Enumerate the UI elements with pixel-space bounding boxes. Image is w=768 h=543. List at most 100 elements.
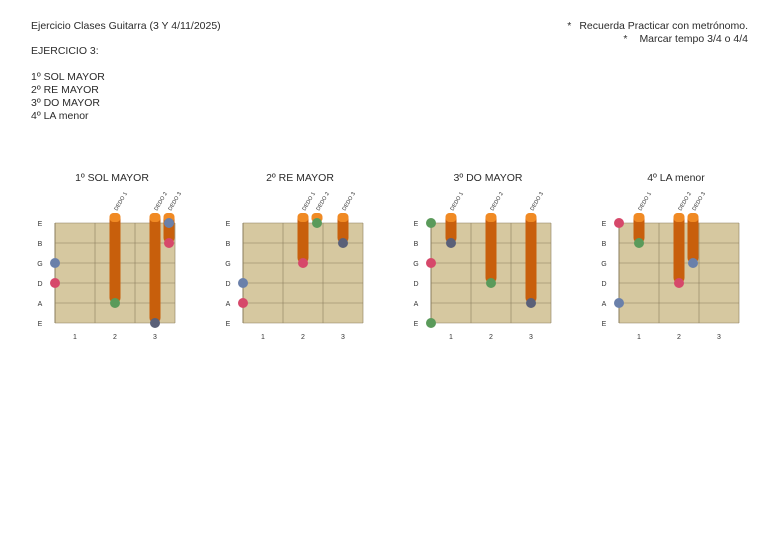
string-label: E xyxy=(226,221,231,228)
exercise-item: 3º DO MAYOR xyxy=(31,97,100,109)
finger-bar xyxy=(109,213,121,303)
chord-diagram-do-mayor: 3º DO MAYOR E B G D A E 1 2 3 DEDO 1 DEDO 2 DEDO 3 xyxy=(398,168,578,348)
finger-tip xyxy=(525,213,537,222)
open-string-dot xyxy=(426,218,436,228)
finger-tip xyxy=(149,213,161,222)
fret-number: 1 xyxy=(73,334,77,341)
string-label: B xyxy=(414,241,419,248)
finger-dot xyxy=(674,278,684,288)
string-label: G xyxy=(37,261,42,268)
finger-dot xyxy=(164,218,174,228)
string-label: A xyxy=(226,301,231,308)
string-label: B xyxy=(226,241,231,248)
finger-label: DEDO 1 xyxy=(450,191,465,212)
string-label: B xyxy=(38,241,43,248)
string-label: E xyxy=(602,321,607,328)
finger-bar xyxy=(297,213,309,263)
finger-label: DEDO 3 xyxy=(692,191,707,212)
page-title: Ejercicio Clases Guitarra (3 Y 4/11/2025… xyxy=(31,20,221,32)
string-label: G xyxy=(413,261,418,268)
finger-dot xyxy=(312,218,322,228)
fret-number: 3 xyxy=(153,334,157,341)
fret-number: 3 xyxy=(529,334,533,341)
note-metronome: * Recuerda Practicar con metrónomo. xyxy=(567,20,748,33)
finger-tip xyxy=(485,213,497,222)
chord-title: 1º SOL MAYOR xyxy=(75,172,149,184)
header-left: Ejercicio Clases Guitarra (3 Y 4/11/2025… xyxy=(31,20,221,123)
finger-label: DEDO 3 xyxy=(342,191,357,212)
string-label: E xyxy=(38,321,43,328)
string-label: G xyxy=(225,261,230,268)
open-string-dot xyxy=(614,218,624,228)
header-notes: * Recuerda Practicar con metrónomo. * Marc… xyxy=(567,20,748,46)
string-label: G xyxy=(601,261,606,268)
finger-label: DEDO 3 xyxy=(168,191,183,212)
string-label: A xyxy=(38,301,43,308)
finger-bar xyxy=(485,213,497,283)
exercise-item: 4º LA menor xyxy=(31,110,89,122)
open-string-dot xyxy=(614,298,624,308)
note-bullet: * xyxy=(623,33,628,45)
open-string-dot xyxy=(426,318,436,328)
finger-tip xyxy=(673,213,685,222)
finger-bar xyxy=(525,213,537,303)
finger-dot xyxy=(446,238,456,248)
finger-tip xyxy=(109,213,121,222)
finger-tip xyxy=(445,213,457,222)
chord-title: 2º RE MAYOR xyxy=(266,172,334,184)
fret-number: 2 xyxy=(489,334,493,341)
finger-tip xyxy=(633,213,645,222)
chord-diagram-re-mayor: 2º RE MAYOR E B G D A E 1 2 3 DEDO 1 DEDO 2 DEDO 3 xyxy=(210,168,390,348)
string-label: E xyxy=(414,321,419,328)
exercise-item: 1º SOL MAYOR xyxy=(31,71,105,83)
finger-dot xyxy=(526,298,536,308)
open-string-dot xyxy=(50,278,60,288)
string-label: E xyxy=(414,221,419,228)
chord-diagram-la-menor: 4º LA menor E B G D A E 1 2 3 DEDO 1 DEDO 2 DEDO 3 xyxy=(586,168,766,348)
finger-label: DEDO 2 xyxy=(316,191,331,212)
note-tempo: * Marcar tempo 3/4 o 4/4 xyxy=(567,33,748,46)
string-label: D xyxy=(37,281,42,288)
finger-dot xyxy=(634,238,644,248)
string-label: E xyxy=(226,321,231,328)
fret-number: 1 xyxy=(449,334,453,341)
chord-title: 3º DO MAYOR xyxy=(453,172,523,184)
finger-label: DEDO 1 xyxy=(114,191,129,212)
finger-bar xyxy=(673,213,685,283)
fret-number: 2 xyxy=(677,334,681,341)
open-string-dot xyxy=(50,258,60,268)
finger-tip xyxy=(687,213,699,222)
finger-tip xyxy=(297,213,309,222)
finger-dot xyxy=(338,238,348,248)
finger-label: DEDO 2 xyxy=(490,191,505,212)
chord-diagram-sol-mayor: 1º SOL MAYOR E B G D A E 1 2 3 DEDO 1 DEDO 2 DEDO 3 xyxy=(22,168,202,348)
string-label: B xyxy=(602,241,607,248)
string-label: A xyxy=(602,301,607,308)
finger-label: DEDO 3 xyxy=(530,191,545,212)
finger-tip xyxy=(337,213,349,222)
open-string-dot xyxy=(426,258,436,268)
finger-dot xyxy=(110,298,120,308)
finger-dot xyxy=(150,318,160,328)
finger-bar xyxy=(687,213,699,263)
open-string-dot xyxy=(238,298,248,308)
string-label: D xyxy=(413,281,418,288)
finger-dot xyxy=(298,258,308,268)
chord-title: 4º LA menor xyxy=(647,172,705,184)
fret-number: 3 xyxy=(341,334,345,341)
exercise-item: 2º RE MAYOR xyxy=(31,84,99,96)
exercise-heading: EJERCICIO 3: xyxy=(31,45,99,57)
note-bullet: * xyxy=(567,20,572,32)
string-label: E xyxy=(38,221,43,228)
finger-bar xyxy=(149,213,161,323)
note-text: Marcar tempo 3/4 o 4/4 xyxy=(639,33,748,45)
finger-label: DEDO 1 xyxy=(638,191,653,212)
fret-number: 2 xyxy=(301,334,305,341)
finger-dot xyxy=(486,278,496,288)
fret-number: 2 xyxy=(113,334,117,341)
string-label: D xyxy=(225,281,230,288)
